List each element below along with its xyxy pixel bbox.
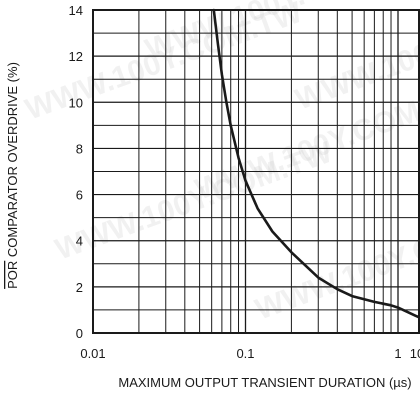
x-tick-label-10: 10 [410,346,420,361]
y-tick-label-6: 6 [76,188,83,203]
y-tick-label-0: 0 [76,326,83,341]
x-tick-label-1: 1 [394,346,401,361]
y-axis-title-rest: COMPARATOR OVERDRIVE (%) [5,62,20,261]
plot-frame [92,9,420,334]
x-axis-title: MAXIMUM OUTPUT TRANSIENT DURATION (µs) [118,375,411,390]
x-tick-label-0.1: 0.1 [236,346,254,361]
y-tick-label-8: 8 [76,141,83,156]
y-axis-title: POR COMPARATOR OVERDRIVE (%) [5,62,20,289]
series-line-0 [212,8,420,320]
y-tick-label-2: 2 [76,280,83,295]
y-tick-label-4: 4 [76,234,83,249]
tick-labels: 0 2 4 6 8 10 12 14 0.01 0.1 1 10 [69,3,420,361]
y-tick-label-12: 12 [69,49,83,64]
series-layer [212,8,420,320]
y-tick-label-10: 10 [69,95,83,110]
y-axis-title-overline-part: POR [5,261,20,289]
x-tick-label-0.01: 0.01 [80,346,105,361]
y-tick-label-14: 14 [69,3,83,18]
